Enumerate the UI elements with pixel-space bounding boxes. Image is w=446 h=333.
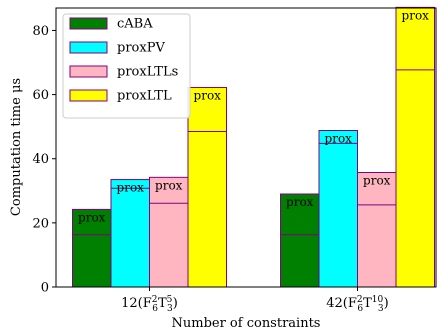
legend-label: cABA [117,17,153,32]
legend-swatch-proxLTL [69,89,108,102]
bar-segment-label: prox [194,89,222,103]
bar-segment-label: prox [117,181,145,195]
x-tick-label-part: 6 [357,304,363,314]
legend-swatch-proxLTLs [69,65,108,78]
legend: cABA proxPV proxLTLs proxLTL [62,13,191,119]
x-axis: 12(F2 6T5 3) 42(F2 6T10 3) [121,287,389,314]
x-tick-label: 12(F2 6T5 3) [121,295,178,314]
bar-proxLTLs [149,176,189,288]
bar-proxLTL [187,87,227,288]
y-tick-label: 60 [32,88,49,103]
y-tick-label: 0 [41,281,49,296]
x-tick-label-part: ) [384,296,389,311]
x-tick-label-part: 12(F [121,296,152,311]
x-tick-label-part: 42(F [326,296,357,311]
legend-label: proxLTL [117,89,172,104]
x-tick-label-part: 3 [167,304,173,314]
legend-label: proxLTLs [117,65,178,80]
legend-swatch-cABA [69,17,108,30]
legend-label: proxPV [117,41,165,56]
x-tick-label-part: T [158,296,167,311]
y-tick-label: 20 [32,216,49,231]
bar-cABA [72,208,112,288]
x-axis-label: Number of constraints [172,316,321,331]
bar-segment-label: prox [363,174,391,188]
bar-proxPV [110,179,150,288]
x-tick-label-part: 6 [152,304,158,314]
x-tick-label: 42(F2 6T10 3) [326,295,388,314]
x-tick-label-part: 10 [372,295,384,305]
y-axis-label: Computation time μs [9,78,24,216]
bar-segment-label: prox [155,178,183,192]
bar-segment-label: prox [402,8,430,22]
bar-proxLTL [395,6,435,288]
x-tick-label-part: 3 [378,304,384,314]
y-tick-label: 40 [32,152,49,167]
y-tick-label: 80 [32,24,49,39]
bar-segment-label: prox [325,132,353,146]
x-tick-label-part: 2 [152,295,158,305]
x-tick-label-part: 5 [167,295,173,305]
bar-segment-label: prox [78,210,106,224]
y-axis: 0 20 40 60 80 [32,24,56,296]
x-tick-label-part: ) [173,296,178,311]
plot-frame [55,7,437,288]
bars-layer: prox prox prox prox prox prox prox prox [72,6,435,288]
bar-proxPV [318,130,358,288]
x-tick-label-part: T [363,296,372,311]
bar-proxLTLs [357,172,397,288]
legend-swatch-proxPV [69,41,108,54]
x-tick-label-part: 2 [357,295,363,305]
bar-segment-label: prox [286,195,314,209]
bar-cABA [280,193,320,288]
